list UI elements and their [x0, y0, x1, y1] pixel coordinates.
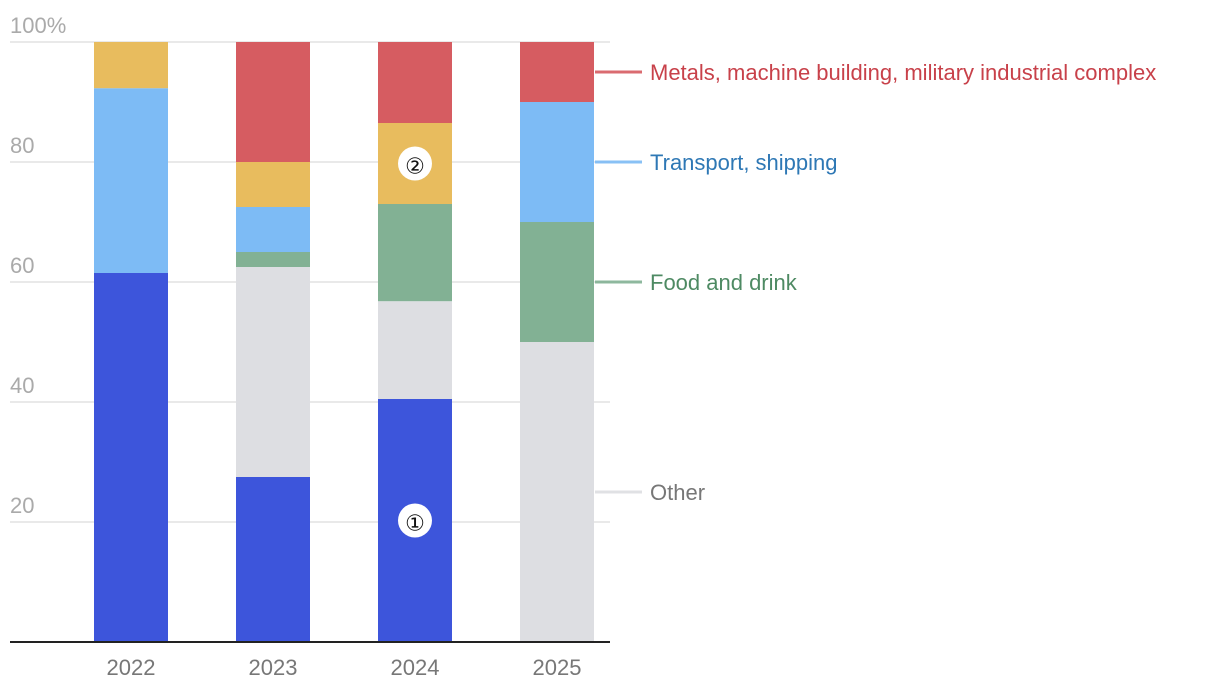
bar-segment	[236, 477, 310, 642]
legend-label: Metals, machine building, military indus…	[650, 60, 1156, 85]
x-tick-label: 2022	[107, 655, 156, 680]
bar-segment	[378, 301, 452, 399]
annotation-badge	[398, 146, 432, 181]
bar-segment	[520, 102, 594, 222]
legend-label: Food and drink	[650, 270, 798, 295]
bar-segment	[236, 207, 310, 252]
y-tick-label: 100%	[10, 13, 66, 38]
bar-segment	[520, 342, 594, 642]
x-tick-label: 2023	[249, 655, 298, 680]
y-tick-label: 40	[10, 373, 34, 398]
bar-segment	[520, 42, 594, 102]
y-tick-label: 20	[10, 493, 34, 518]
annotation: ②	[405, 154, 425, 179]
legend-label: Transport, shipping	[650, 150, 838, 175]
bar-segment	[236, 252, 310, 267]
bar-segment	[236, 162, 310, 207]
bar-segment	[94, 273, 168, 642]
legend-label: Other	[650, 480, 705, 505]
bar-segment	[94, 42, 168, 89]
bar-segment	[378, 42, 452, 123]
annotation: ①	[405, 511, 425, 536]
y-tick-label: 80	[10, 133, 34, 158]
x-tick-label: 2024	[391, 655, 440, 680]
bar-segment	[236, 42, 310, 162]
y-tick-label: 60	[10, 253, 34, 278]
bar-segment	[520, 222, 594, 342]
annotation-badge	[398, 503, 432, 538]
bar-segment	[378, 204, 452, 302]
x-tick-label: 2025	[533, 655, 582, 680]
bar-segment	[236, 267, 310, 477]
bar-segment	[94, 88, 168, 273]
